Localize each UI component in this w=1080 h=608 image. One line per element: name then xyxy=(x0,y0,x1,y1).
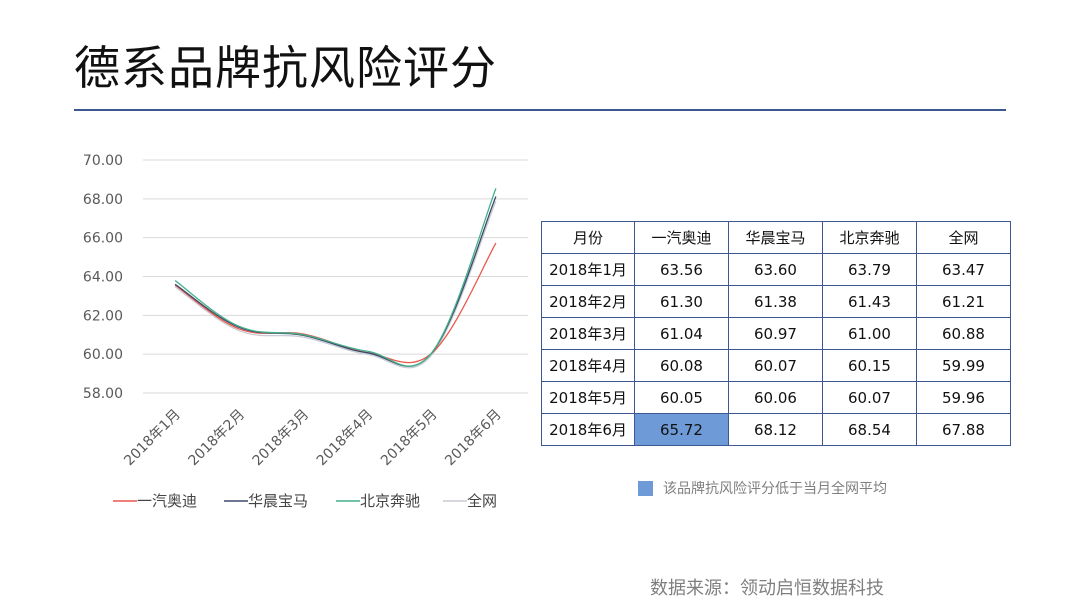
table-cell: 60.07 xyxy=(822,381,917,414)
table-cell: 63.47 xyxy=(916,253,1011,286)
table-body: 2018年1月 63.56 63.60 63.79 63.47 2018年2月 61.30 6… xyxy=(541,253,1011,446)
data-table: 月份 一汽奥迪 华晨宝马 北京奔驰 全网 2018年1月 63.56 63.60 63… xyxy=(541,221,1011,446)
y-tick-label: 68.00 xyxy=(83,192,123,208)
table-cell: 63.56 xyxy=(634,253,729,286)
table-cell: 68.54 xyxy=(822,413,917,446)
table-row: 2018年3月 61.04 60.97 61.00 60.88 xyxy=(541,317,1011,350)
legend-note: 该品牌抗风险评分低于当月全网平均 xyxy=(638,478,887,498)
table-cell: 60.88 xyxy=(916,317,1011,350)
table-cell: 60.05 xyxy=(634,381,729,414)
y-tick-label: 70.00 xyxy=(83,153,123,169)
table-row: 2018年4月 60.08 60.07 60.15 59.99 xyxy=(541,349,1011,382)
legend-label: 北京奔驰 xyxy=(360,492,420,510)
x-tick-label: 2018年2月 xyxy=(185,407,248,470)
y-tick-label: 58.00 xyxy=(83,386,123,402)
table-header-cell: 一汽奥迪 xyxy=(634,221,729,254)
y-tick-label: 60.00 xyxy=(83,347,123,363)
table-header-row: 月份 一汽奥迪 华晨宝马 北京奔驰 全网 xyxy=(541,221,1011,254)
series-line xyxy=(174,188,497,367)
grid-lines xyxy=(143,159,528,394)
table-row: 2018年5月 60.05 60.06 60.07 59.96 xyxy=(541,381,1011,414)
table-row: 2018年1月 63.56 63.60 63.79 63.47 xyxy=(541,253,1011,286)
title-divider xyxy=(74,109,1006,111)
table-cell: 65.72 xyxy=(634,413,729,446)
table-cell: 59.99 xyxy=(916,349,1011,382)
table-cell: 67.88 xyxy=(916,413,1011,446)
table-cell: 59.96 xyxy=(916,381,1011,414)
note-text: 该品牌抗风险评分低于当月全网平均 xyxy=(663,481,887,497)
table-row: 2018年6月 65.72 68.12 68.54 67.88 xyxy=(541,413,1011,446)
table-cell: 60.08 xyxy=(634,349,729,382)
table-cell-month: 2018年3月 xyxy=(541,317,635,350)
y-tick-label: 64.00 xyxy=(83,270,123,286)
table-cell: 61.21 xyxy=(916,285,1011,318)
table-cell-month: 2018年1月 xyxy=(541,253,635,286)
y-tick-label: 66.00 xyxy=(83,231,123,247)
table-cell: 60.15 xyxy=(822,349,917,382)
legend: 一汽奥迪 华晨宝马 北京奔驰 全网 xyxy=(113,492,497,510)
table-cell: 61.00 xyxy=(822,317,917,350)
table-cell: 60.07 xyxy=(728,349,823,382)
table-cell: 63.60 xyxy=(728,253,823,286)
x-tick-label: 2018年1月 xyxy=(121,407,184,470)
table-cell: 61.43 xyxy=(822,285,917,318)
table-cell-month: 2018年6月 xyxy=(541,413,635,446)
table-cell: 61.04 xyxy=(634,317,729,350)
table-cell: 60.97 xyxy=(728,317,823,350)
series-line xyxy=(174,200,497,369)
x-tick-label: 2018年6月 xyxy=(442,407,505,470)
table-cell: 68.12 xyxy=(728,413,823,446)
data-source: 数据来源：领动启恒数据科技 xyxy=(650,578,884,599)
legend-label: 华晨宝马 xyxy=(248,492,308,510)
table-cell: 61.38 xyxy=(728,285,823,318)
table-cell: 61.30 xyxy=(634,285,729,318)
table-cell-month: 2018年5月 xyxy=(541,381,635,414)
table-header-cell: 全网 xyxy=(916,221,1011,254)
x-tick-label: 2018年4月 xyxy=(314,407,377,470)
table-header-cell: 华晨宝马 xyxy=(728,221,823,254)
legend-label: 一汽奥迪 xyxy=(137,492,197,510)
line-chart: 70.00 68.00 66.00 64.00 62.00 60.00 58.00 2018… xyxy=(83,153,528,510)
table-header-cell: 月份 xyxy=(541,221,635,254)
table-cell: 63.79 xyxy=(822,253,917,286)
table-cell-month: 2018年2月 xyxy=(541,285,635,318)
x-tick-label: 2018年3月 xyxy=(250,407,313,470)
y-tick-label: 62.00 xyxy=(83,308,123,324)
series-line xyxy=(174,196,497,367)
page-title: 德系品牌抗风险评分 xyxy=(74,41,497,95)
x-tick-label: 2018年5月 xyxy=(378,407,441,470)
x-axis-ticks: 2018年1月 2018年2月 2018年3月 2018年4月 2018年5月 2018年… xyxy=(121,407,504,470)
table-cell: 60.06 xyxy=(728,381,823,414)
table-row: 2018年2月 61.30 61.38 61.43 61.21 xyxy=(541,285,1011,318)
table-header-cell: 北京奔驰 xyxy=(822,221,917,254)
series-lines xyxy=(174,188,497,369)
highlight-swatch xyxy=(638,480,653,496)
legend-label: 全网 xyxy=(467,492,497,510)
y-axis-ticks: 70.00 68.00 66.00 64.00 62.00 60.00 58.00 xyxy=(83,153,123,402)
table-cell-month: 2018年4月 xyxy=(541,349,635,382)
